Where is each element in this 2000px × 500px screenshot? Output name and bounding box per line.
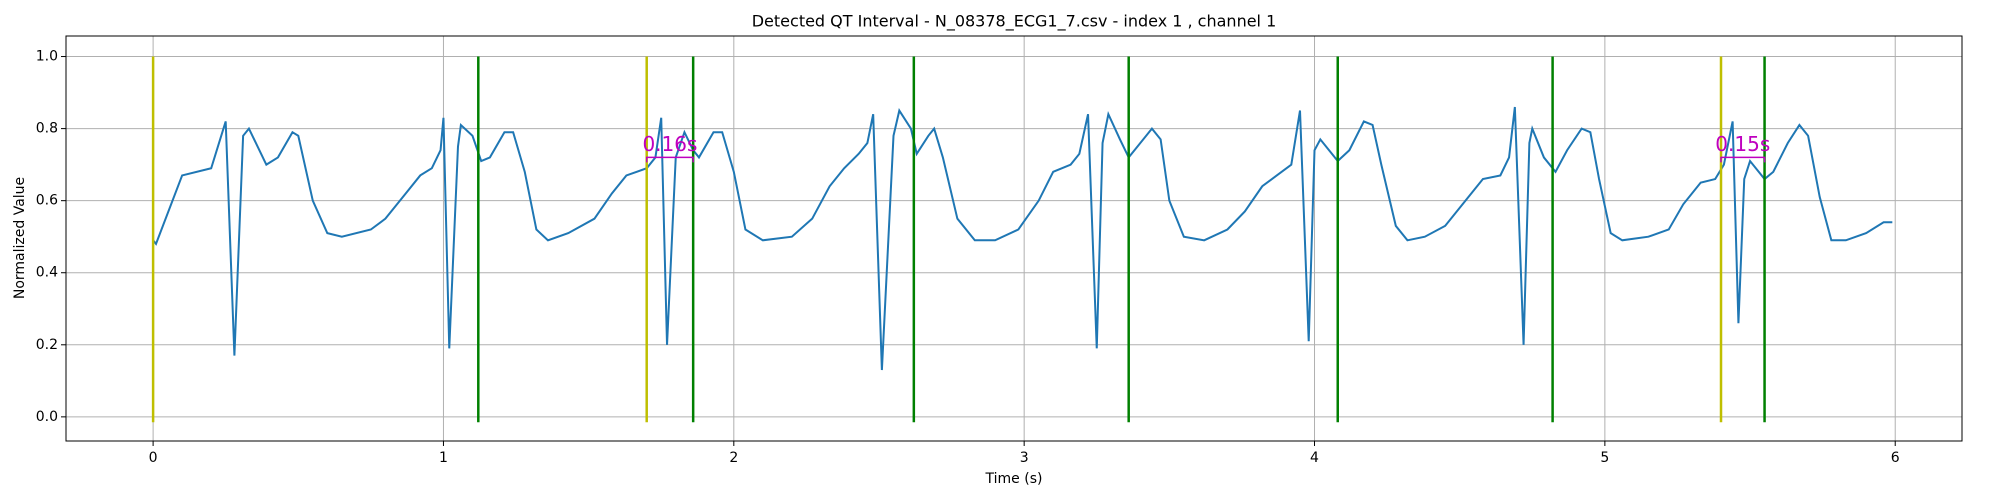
axes-frame	[65, 35, 1963, 442]
x-tick-label: 1	[439, 450, 448, 466]
interval-label: 0.15s	[1715, 132, 1770, 156]
x-tick-label: 5	[1600, 450, 1609, 466]
x-tick-label: 4	[1310, 450, 1319, 466]
y-tick-label: 0.4	[36, 265, 58, 281]
x-tick-label: 0	[149, 450, 158, 466]
x-axis-label: Time (s)	[985, 471, 1043, 487]
y-tick-label: 0.2	[36, 337, 58, 353]
interval-bracket	[645, 156, 694, 163]
y-tick-label: 0.0	[36, 409, 58, 425]
chart-title: Detected QT Interval - N_08378_ECG1_7.cs…	[752, 12, 1277, 32]
interval-bracket	[1720, 156, 1766, 163]
plot-area: 0 1 2 3 4 5 6 0.0 0.2 0.4 0.6 0.8 1.0 0.16s 0.15s	[36, 36, 1962, 466]
x-tick-label: 6	[1891, 450, 1900, 466]
ecg-line	[152, 106, 1893, 371]
x-tick-label: 2	[729, 450, 738, 466]
y-tick-label: 0.8	[36, 121, 58, 137]
y-tick-label: 1.0	[36, 49, 58, 65]
y-axis-label: Normalized Value	[12, 177, 28, 299]
y-tick-label: 0.6	[36, 193, 58, 209]
x-tick-label: 3	[1020, 450, 1029, 466]
interval-label: 0.16s	[642, 132, 697, 156]
